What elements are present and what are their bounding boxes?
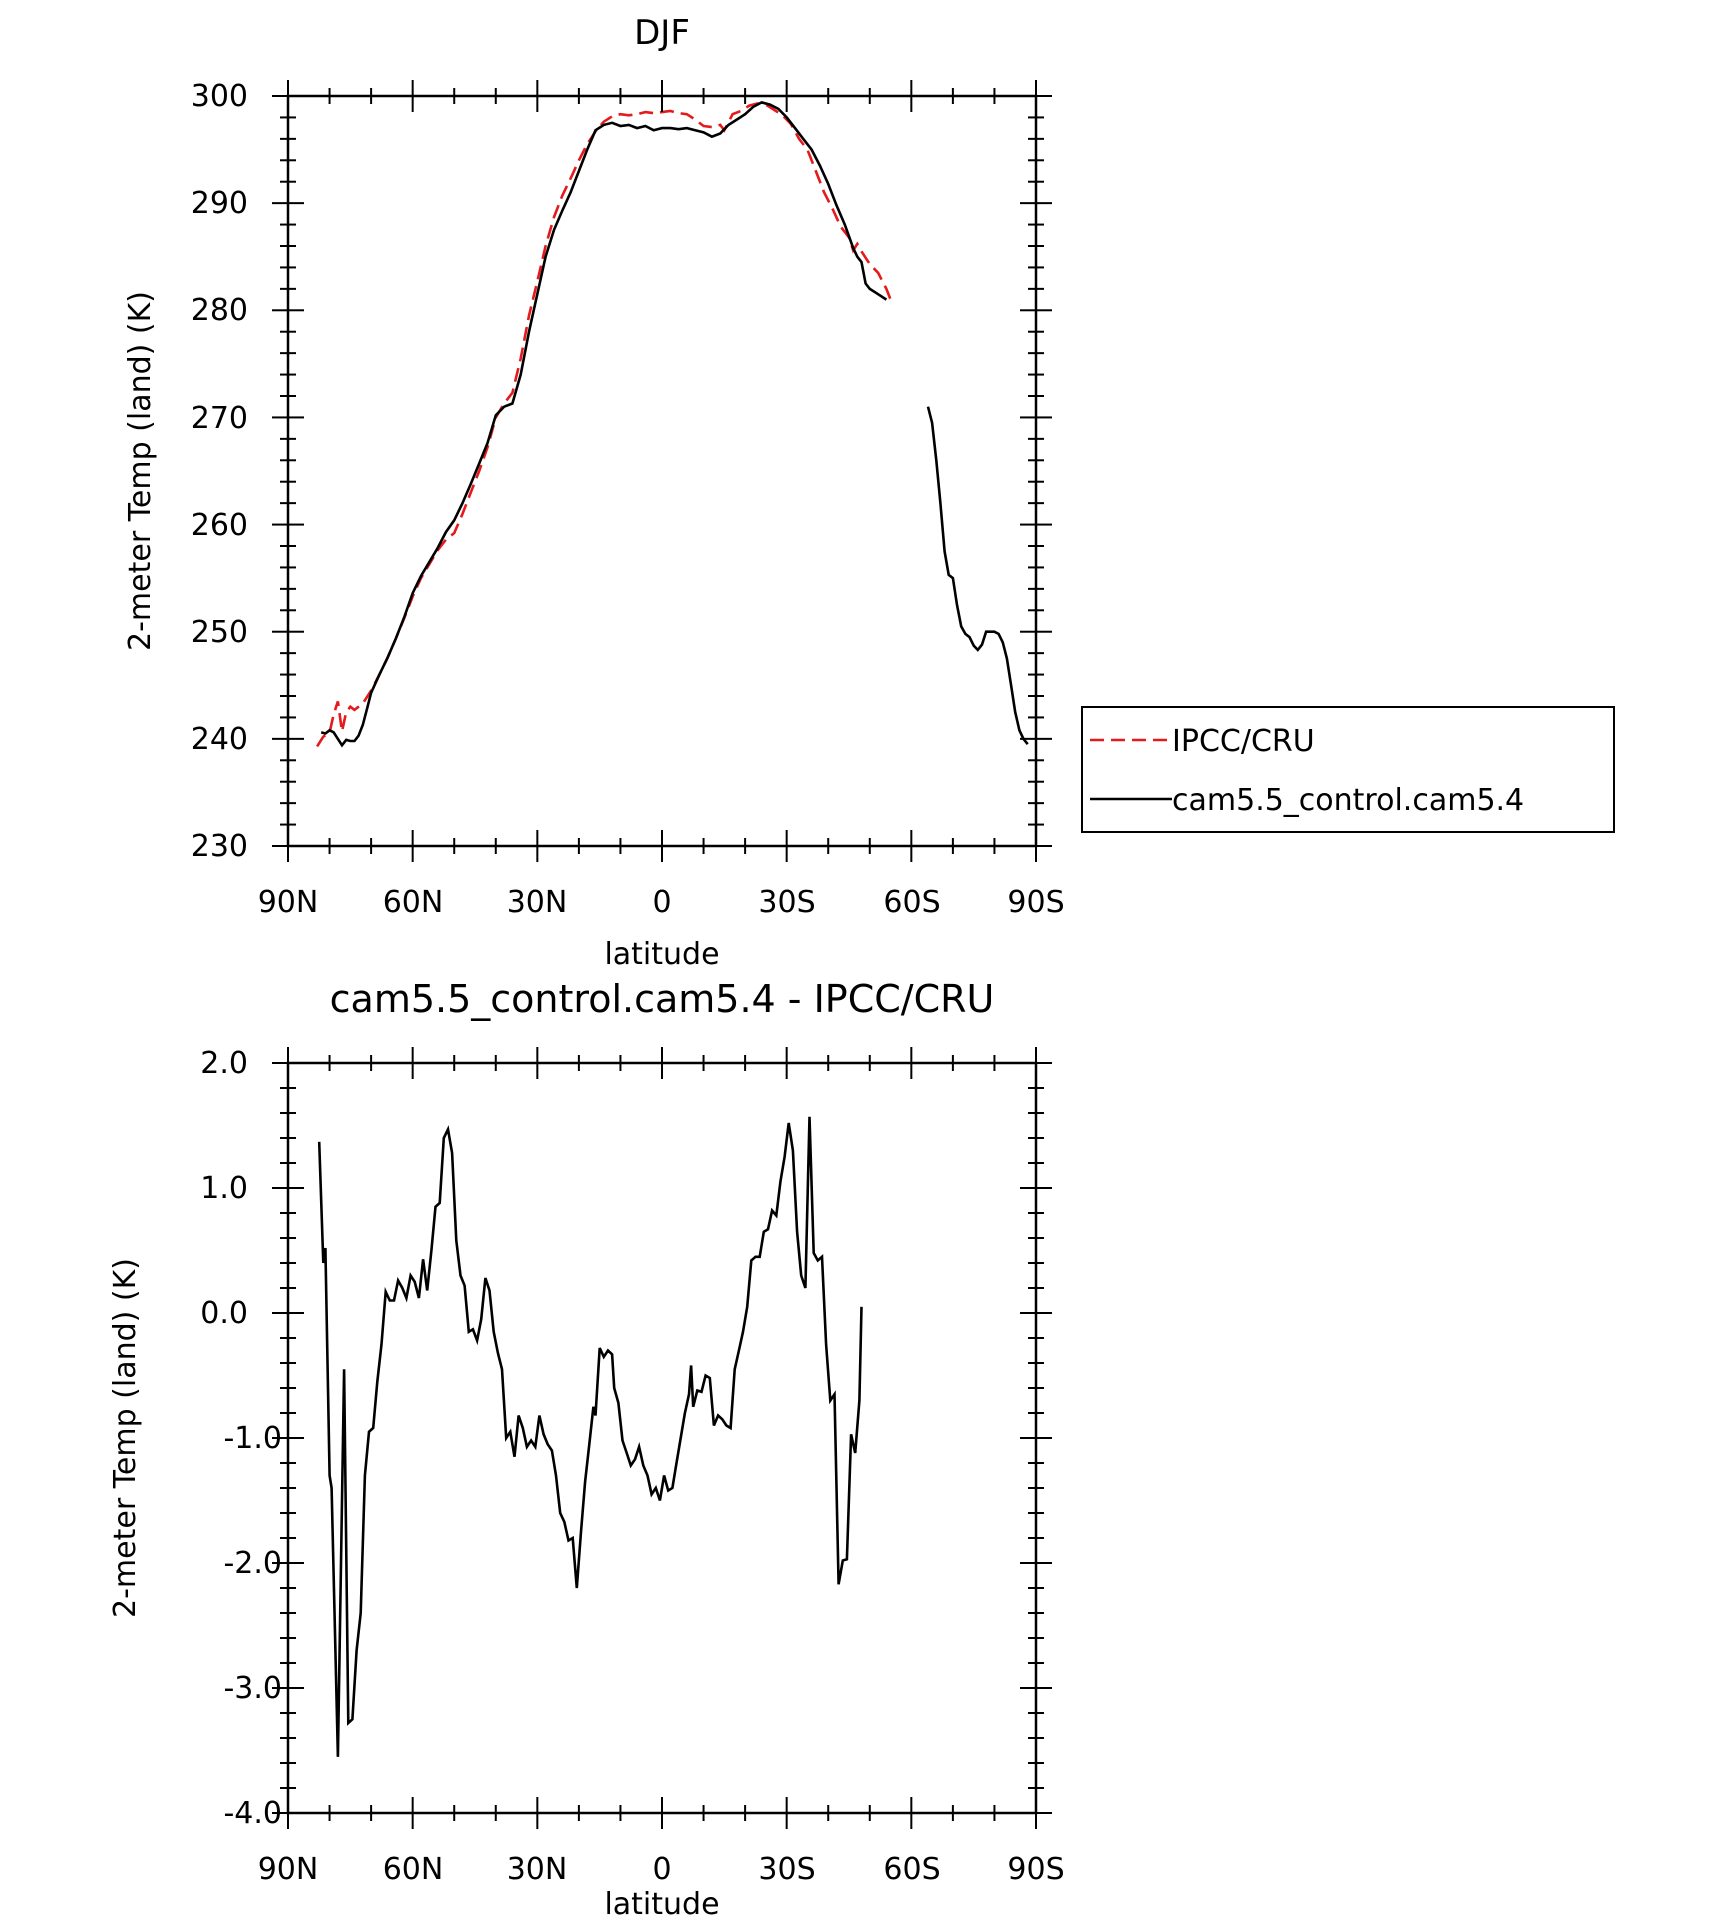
top-x-tick-label: 60S — [883, 885, 940, 920]
bottom-x-tick-label: 60S — [883, 1852, 940, 1887]
bottom-y-tick-label: -1.0 — [223, 1421, 282, 1456]
top-y-tick-label: 260 — [191, 508, 248, 543]
top-series-ipcc-cru-line — [316, 102, 892, 748]
bottom-x-tick-label: 30N — [507, 1852, 568, 1887]
bottom-y-tick-label: 1.0 — [200, 1171, 248, 1206]
top-y-tick-label: 290 — [191, 186, 248, 221]
bottom-y-tick-label: 2.0 — [200, 1046, 248, 1081]
legend-box — [1081, 706, 1615, 833]
bottom-x-tick-label: 60N — [383, 1852, 444, 1887]
bottom-x-tick-label: 0 — [652, 1852, 671, 1887]
bottom-x-tick-label: 90S — [1007, 1852, 1064, 1887]
top-plot-frame — [286, 94, 1038, 848]
bottom-plot-frame — [286, 1061, 1038, 1815]
top-chart-title: DJF — [634, 13, 690, 53]
top-x-tick-label: 0 — [652, 885, 671, 920]
top-y-tick-label: 280 — [191, 293, 248, 328]
top-y-tick-label: 300 — [191, 79, 248, 114]
top-x-tick-label: 90S — [1007, 885, 1064, 920]
top-panel: DJF 230 240 250 260 270 280 290 300 90N … — [123, 13, 1615, 972]
bottom-plot-series — [317, 1116, 863, 1757]
bottom-y-tick-labels: -4.0 -3.0 -2.0 -1.0 0.0 1.0 2.0 — [200, 1046, 282, 1831]
bottom-x-axis-label: latitude — [604, 1887, 719, 1922]
top-y-tick-label: 240 — [191, 722, 248, 757]
top-series-cam-line-north — [320, 101, 888, 748]
top-x-tick-label: 60N — [383, 885, 444, 920]
top-y-axis-label: 2-meter Temp (land) (K) — [123, 291, 158, 651]
bottom-difference-line — [317, 1116, 863, 1757]
top-x-tick-labels: 90N 60N 30N 0 30S 60S 90S — [258, 885, 1065, 920]
top-x-tick-label: 90N — [258, 885, 319, 920]
top-y-tick-labels: 230 240 250 260 270 280 290 300 — [191, 79, 248, 864]
bottom-panel: cam5.5_control.cam5.4 - IPCC/CRU -4.0 -3… — [108, 977, 1065, 1922]
top-x-tick-label: 30N — [507, 885, 568, 920]
top-x-tick-label: 30S — [758, 885, 815, 920]
top-plot-series — [316, 101, 1029, 748]
legend-label-ipcc-cru: IPCC/CRU — [1172, 724, 1315, 759]
bottom-x-tick-label: 30S — [758, 1852, 815, 1887]
bottom-y-tick-label: -3.0 — [223, 1671, 282, 1706]
legend-label-cam: cam5.5_control.cam5.4 — [1172, 783, 1524, 818]
top-legend: IPCC/CRU cam5.5_control.cam5.4 — [1081, 706, 1615, 833]
bottom-axis-ticks — [272, 1047, 1052, 1829]
top-y-tick-label: 270 — [191, 401, 248, 436]
top-axis-ticks — [272, 80, 1052, 862]
top-x-axis-label: latitude — [604, 937, 719, 972]
bottom-y-axis-label: 2-meter Temp (land) (K) — [108, 1258, 143, 1618]
bottom-x-tick-label: 90N — [258, 1852, 319, 1887]
bottom-y-tick-label: 0.0 — [200, 1296, 248, 1331]
bottom-y-tick-label: -2.0 — [223, 1546, 282, 1581]
bottom-y-tick-label: -4.0 — [223, 1796, 282, 1831]
top-series-cam-line-antarctic — [926, 406, 1029, 746]
top-y-tick-label: 230 — [191, 829, 248, 864]
top-y-tick-label: 250 — [191, 615, 248, 650]
bottom-chart-title: cam5.5_control.cam5.4 - IPCC/CRU — [330, 977, 995, 1021]
bottom-x-tick-labels: 90N 60N 30N 0 30S 60S 90S — [258, 1852, 1065, 1887]
